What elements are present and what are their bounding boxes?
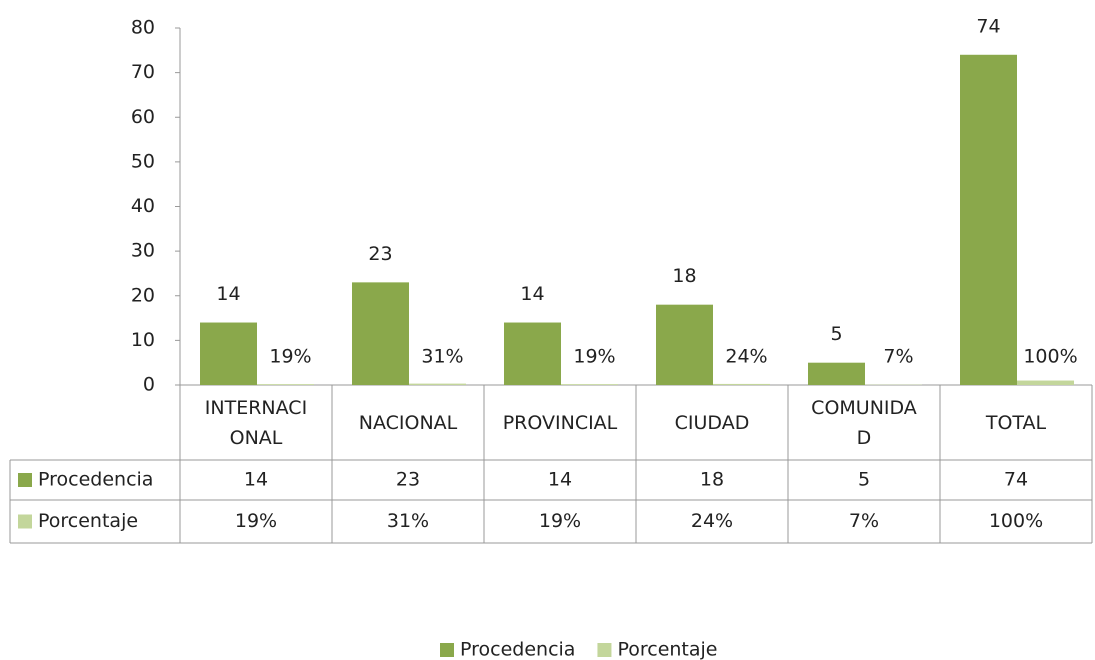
legend-key: [440, 643, 454, 657]
y-tick-label: 30: [131, 240, 155, 262]
data-label: 5: [830, 323, 842, 345]
data-label: 31%: [421, 346, 463, 368]
x-tick-label: PROVINCIAL: [502, 411, 618, 434]
category-cell: PROVINCIAL: [502, 411, 618, 434]
table-cell: 5: [858, 469, 870, 491]
x-tick-label: NACIONAL: [358, 411, 458, 434]
bar: [808, 362, 865, 385]
table-cell: 7%: [849, 510, 879, 532]
data-label: 18: [672, 265, 696, 287]
y-tick-label: 60: [131, 106, 155, 128]
x-tick-label: TOTAL: [985, 411, 1047, 434]
legend-key: [597, 643, 612, 657]
table-row-label: Porcentaje: [38, 510, 138, 532]
category-cell: CIUDAD: [674, 411, 750, 434]
bar: [1017, 380, 1074, 385]
table-legend-key: [18, 473, 32, 487]
table-row-label: Procedencia: [38, 469, 153, 491]
bar: [504, 322, 561, 385]
table-cell: 74: [1004, 469, 1028, 491]
table-cell: 19%: [539, 510, 581, 532]
bar: [257, 384, 314, 385]
y-tick-label: 70: [131, 61, 155, 83]
table-cell: 24%: [691, 510, 733, 532]
table-cell: 14: [244, 469, 268, 491]
y-tick-label: 10: [131, 329, 155, 351]
data-label: 23: [368, 243, 392, 265]
category-cell: INTERNACIONAL: [204, 396, 308, 449]
y-tick-label: 0: [143, 374, 155, 396]
category-cell: TOTAL: [985, 411, 1047, 434]
x-tick-label: COMUNIDAD: [811, 396, 917, 449]
bar: [200, 322, 257, 385]
table-cell: 14: [548, 469, 572, 491]
legend-label: Porcentaje: [617, 639, 717, 660]
legend: Procedencia Porcentaje: [440, 639, 718, 660]
category-cell: NACIONAL: [358, 411, 458, 434]
data-label: 100%: [1023, 346, 1077, 368]
x-tick-label: CIUDAD: [674, 411, 750, 434]
category-cell: COMUNIDAD: [811, 396, 917, 449]
y-tick-label: 40: [131, 195, 155, 217]
legend-label: Procedencia: [460, 639, 575, 660]
bar: [713, 383, 770, 385]
data-label: 24%: [725, 346, 767, 368]
bar: [561, 384, 618, 385]
table-cell: 19%: [235, 510, 277, 532]
table-cell: 100%: [989, 510, 1043, 532]
y-tick-label: 80: [131, 17, 155, 39]
y-tick-label: 50: [131, 150, 155, 172]
data-label: 7%: [883, 346, 913, 368]
data-label: 14: [216, 283, 240, 305]
data-label: 19%: [573, 346, 615, 368]
x-tick-label: INTERNACIONAL: [204, 396, 308, 449]
bar: [409, 383, 466, 385]
bar: [960, 54, 1017, 386]
table-legend-key: [18, 514, 32, 529]
table-cell: 18: [700, 469, 724, 491]
y-tick-label: 20: [131, 284, 155, 306]
data-label: 19%: [269, 346, 311, 368]
table-cell: 23: [396, 469, 420, 491]
data-label: 14: [520, 283, 544, 305]
bar: [656, 304, 713, 385]
table-cell: 31%: [387, 510, 429, 532]
bar: [352, 282, 409, 385]
data-label: 74: [976, 15, 1000, 37]
